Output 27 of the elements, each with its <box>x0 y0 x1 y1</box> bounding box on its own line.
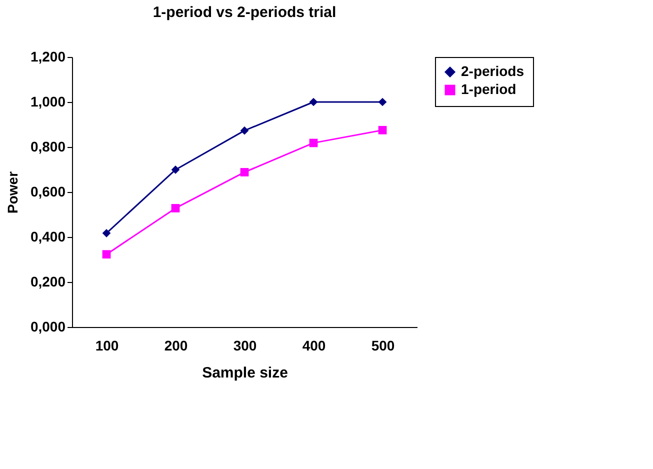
y-tick-label: 0,000 <box>30 318 66 334</box>
point <box>102 228 111 238</box>
y-axis-title: Power <box>4 170 20 214</box>
y-tick-label: 0,600 <box>30 184 66 200</box>
x-tick-label: 500 <box>371 338 395 354</box>
y-tick-label: 0,800 <box>30 138 66 154</box>
point <box>378 98 387 106</box>
point <box>171 166 180 174</box>
chart-title: 1-period vs 2-periods trial <box>152 4 336 21</box>
point <box>378 126 387 134</box>
point <box>102 250 111 259</box>
x-tick-label: 300 <box>233 338 257 354</box>
x-tick-label: 200 <box>164 338 188 354</box>
y-tick-label: 1,000 <box>30 94 66 110</box>
y-tick-label: 0,200 <box>30 274 66 290</box>
x-tick-label: 100 <box>95 338 119 354</box>
point <box>240 126 249 135</box>
point <box>240 168 249 176</box>
y-tick-label: 1,200 <box>30 48 66 64</box>
y-tick-label: 0,400 <box>30 228 66 244</box>
x-axis-title: Sample size <box>202 364 288 382</box>
point <box>309 138 318 148</box>
legend-label: 1-period <box>461 81 516 97</box>
point <box>309 98 318 106</box>
legend-label: 2-periods <box>461 63 524 79</box>
point <box>171 204 180 212</box>
x-tick-label: 400 <box>302 338 326 354</box>
